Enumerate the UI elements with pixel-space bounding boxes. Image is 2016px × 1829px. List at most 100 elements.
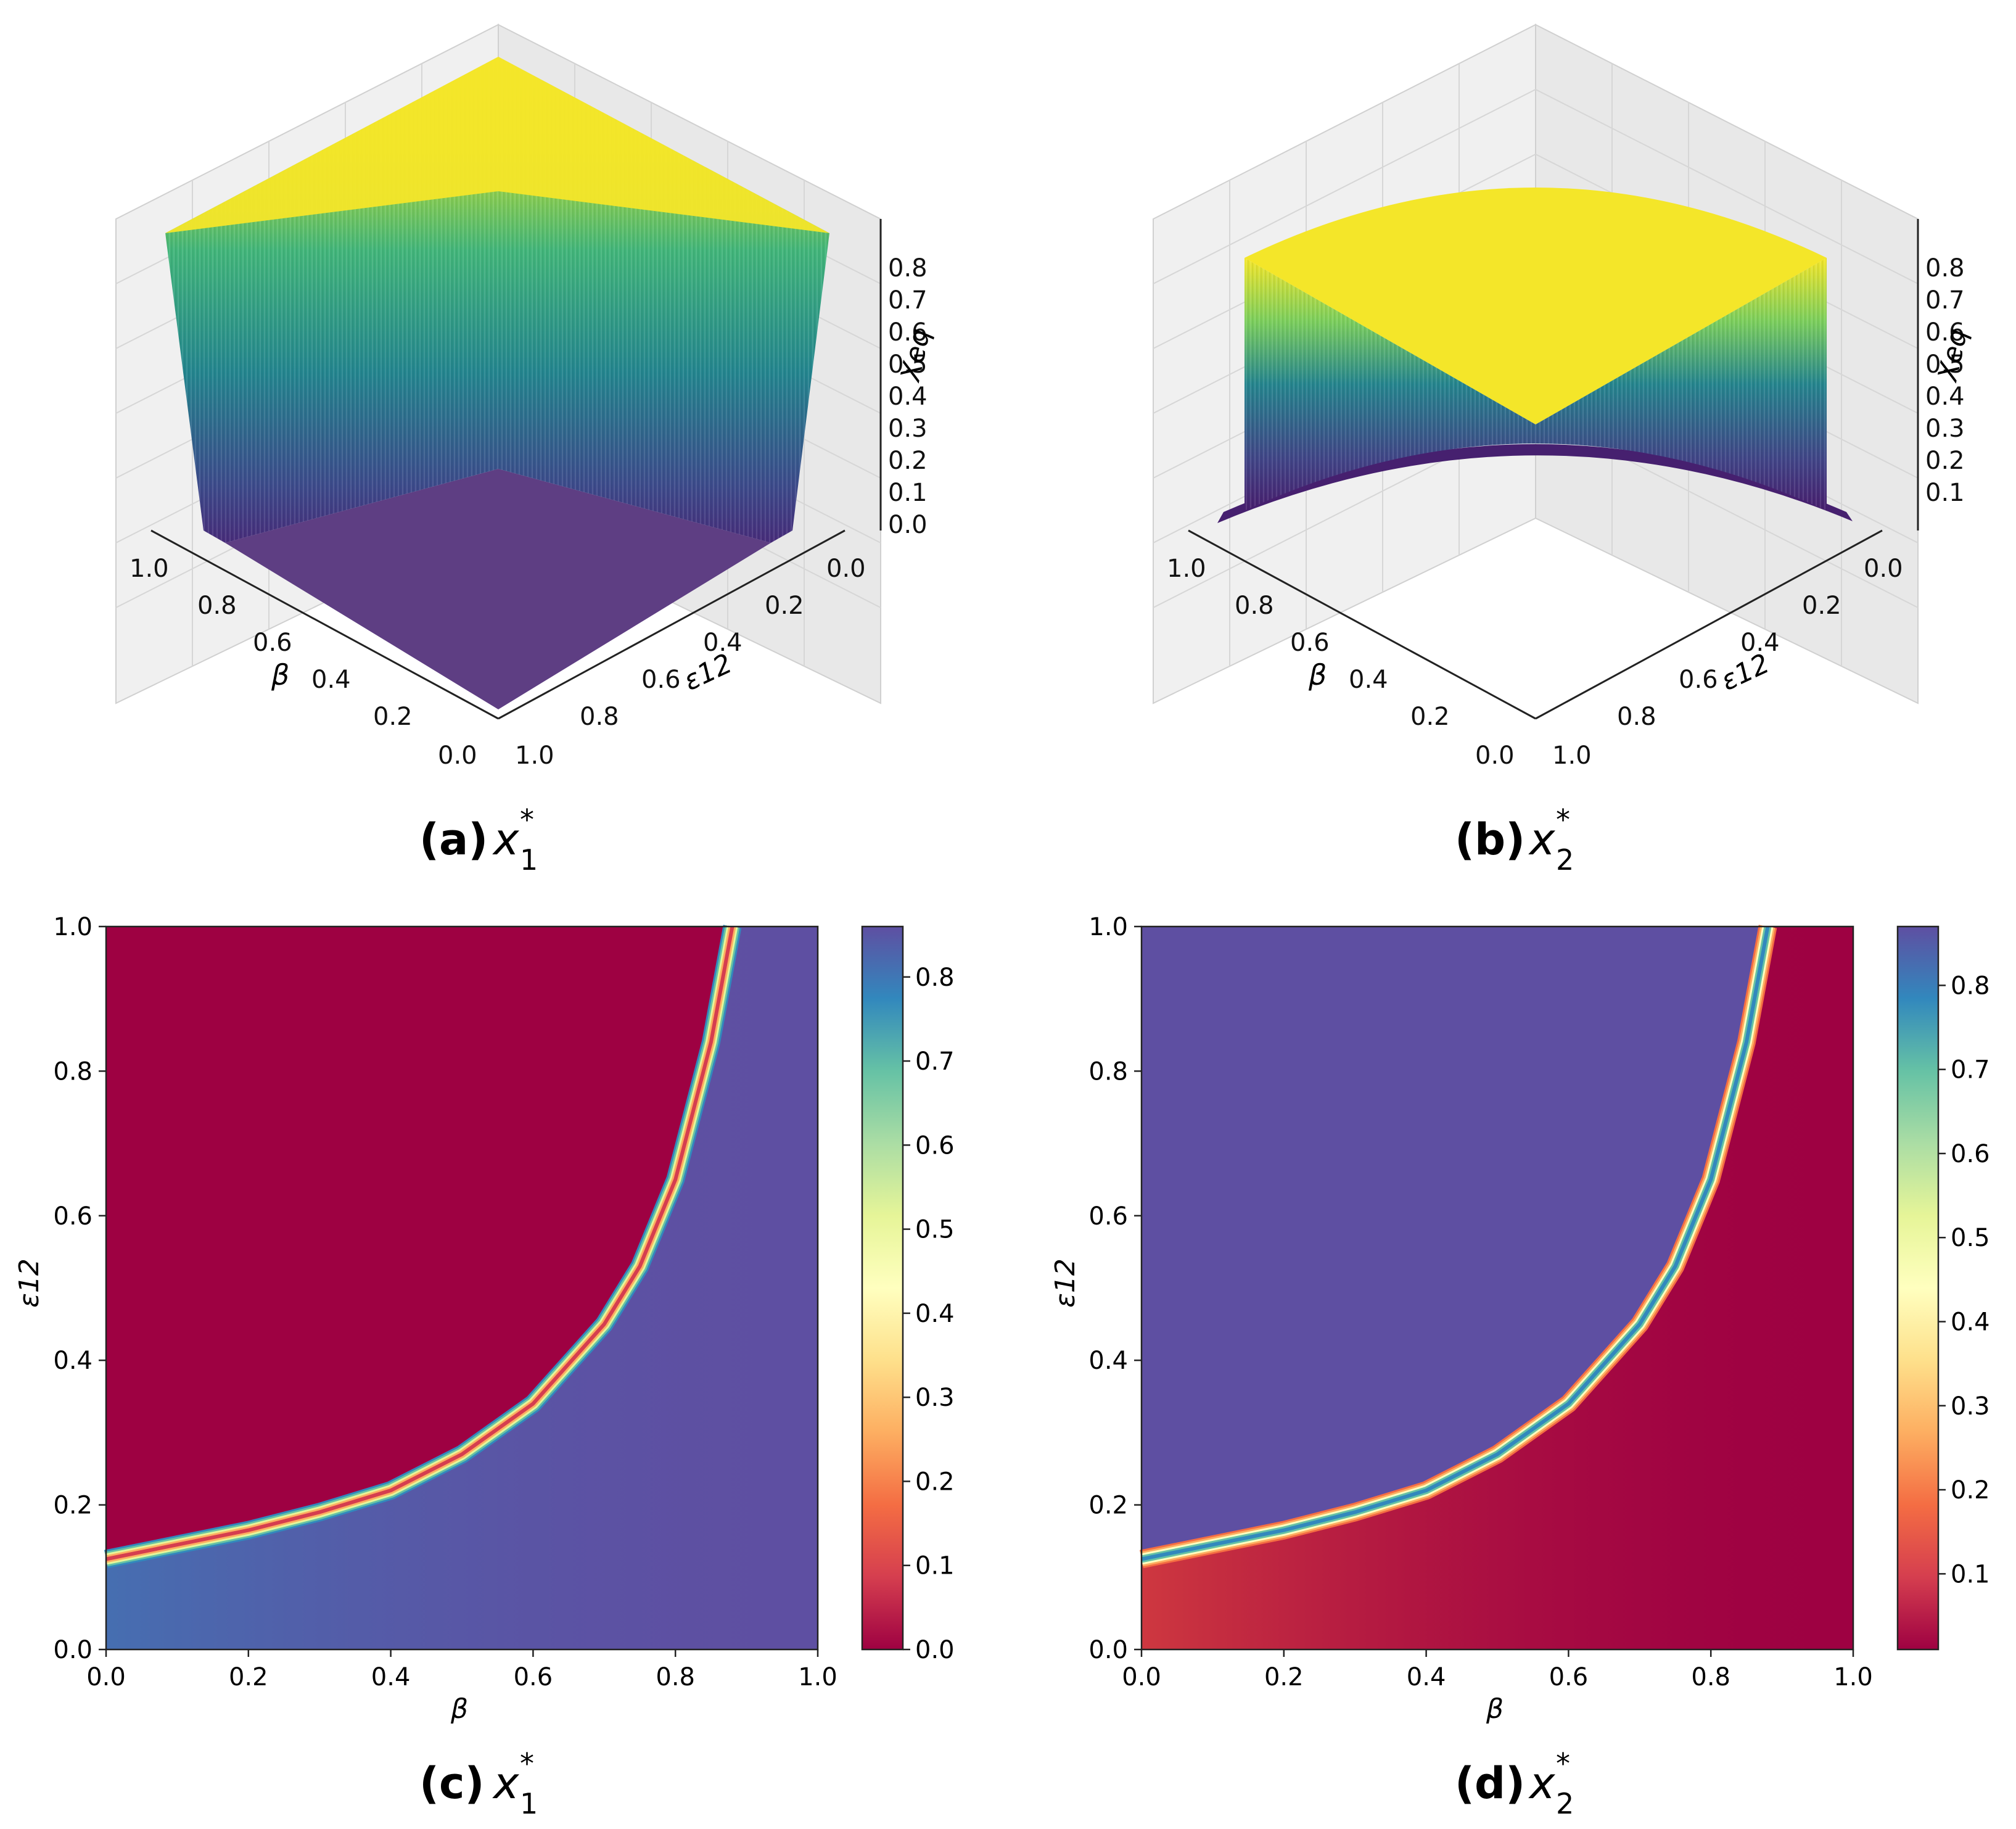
caption-symbol-d: x [1528, 1758, 1555, 1809]
x-tick-label: 0.8 [197, 592, 237, 620]
colorbar-ticks-c: 0.0 0.1 0.2 0.3 0.4 0.5 0.6 0.7 0.8 [903, 964, 955, 1664]
axes-c: 0.0 0.2 0.4 0.6 0.8 1.0 0.0 0.2 0.4 0.6 0.8 1.0 [53, 913, 837, 1691]
caption-label-b: (b) [1455, 814, 1525, 865]
x-tick-label: 0.8 [656, 1663, 695, 1691]
surface-plot-x1: 0.8 0.7 0.6 0.5 0.4 0.3 0.2 0.1 0.0 Xeq … [115, 23, 936, 877]
x-tick-label: 0.6 [1549, 1663, 1589, 1691]
z-tick-label: 0.6 [888, 318, 928, 347]
colorbar-tick-label: 0.0 [915, 1636, 955, 1664]
y-tick-label: 0.8 [1617, 703, 1656, 731]
region-above-curve [106, 927, 733, 1559]
caption-sup-b: * [1556, 803, 1570, 836]
z-tick-label: 0.2 [888, 447, 928, 475]
z-tick-label: 0.4 [1925, 382, 1965, 411]
caption-symbol-a: x [492, 814, 519, 865]
panel-c: 0.0 0.2 0.4 0.6 0.8 1.0 0.0 0.2 0.4 0.6 0.8 1.0 β ε… [0, 894, 1008, 1827]
x-tick-label: 1.0 [1833, 1663, 1873, 1691]
z-tick-label: 0.8 [1925, 254, 1965, 283]
z-tick-label: 0.3 [1925, 415, 1965, 443]
y-tick-label: 0.6 [1679, 666, 1718, 694]
caption-symbol-c: x [492, 1758, 519, 1809]
caption-d: (d) x 2 * [1455, 1747, 1574, 1820]
colorbar-tick-label: 0.5 [1951, 1224, 1990, 1252]
panel-d: 0.0 0.2 0.4 0.6 0.8 1.0 0.0 0.2 0.4 0.6 0.8 1.0 β ε… [1008, 894, 2016, 1827]
caption-sub-c: 1 [520, 1787, 538, 1820]
z-tick-label: 0.2 [1925, 447, 1965, 475]
heatmap-x2: 0.0 0.2 0.4 0.6 0.8 1.0 0.0 0.2 0.4 0.6 0.8 1.0 β ε… [1050, 913, 1990, 1820]
heatmap-area-d [1140, 925, 1853, 1649]
z-tick-label: 0.8 [888, 254, 928, 283]
y-axis-label-d: ε12 [1050, 1258, 1081, 1308]
x-tick-label: 0.2 [229, 1663, 268, 1691]
y-tick-label: 0.0 [1088, 1636, 1128, 1664]
caption-label-a: (a) [419, 814, 488, 865]
x-tick-label: 0.0 [1475, 741, 1515, 770]
z-tick-label: 0.7 [888, 286, 928, 315]
colorbar-tick-label: 0.8 [915, 964, 955, 992]
colorbar-tick-label: 0.6 [1951, 1140, 1990, 1168]
surface-plot-x2: 0.8 0.7 0.6 0.5 0.4 0.3 0.2 0.1 Xeq 1.0 … [1153, 23, 1973, 877]
colorbar-c [861, 925, 904, 1651]
y-tick-label: 1.0 [515, 741, 554, 770]
boundary-band [1141, 926, 1770, 1561]
y-tick-label: 0.0 [53, 1636, 93, 1664]
high-plateau-b [1245, 188, 1827, 424]
y-axis-label-c: ε12 [14, 1258, 45, 1308]
y-axis-ticks-b: 0.0 0.2 0.4 0.6 0.8 1.0 [1552, 555, 1903, 770]
y-tick-label: 0.0 [826, 555, 866, 583]
caption-sub-d: 2 [1556, 1787, 1574, 1820]
x-axis-label-d: β [1486, 1693, 1504, 1725]
z-tick-label: 0.1 [888, 479, 928, 507]
colorbar-tick-label: 0.1 [1951, 1560, 1990, 1588]
heatmap-area-c [104, 925, 818, 1649]
z-tick-label: 0.7 [1925, 286, 1965, 315]
colorbar-tick-label: 0.4 [915, 1300, 955, 1328]
caption-sub-b: 2 [1556, 843, 1574, 877]
x-tick-label: 0.4 [371, 1663, 411, 1691]
colorbar-tick-label: 0.6 [915, 1131, 955, 1160]
x-tick-label: 0.0 [438, 741, 477, 770]
z-tick-label: 0.3 [888, 415, 928, 443]
z-tick-label: 0.5 [1925, 350, 1965, 379]
y-tick-label: 1.0 [53, 913, 93, 941]
x-tick-label: 1.0 [130, 555, 169, 583]
z-tick-label: 0.5 [888, 350, 928, 379]
y-tick-label: 0.6 [1088, 1202, 1128, 1231]
caption-label-d: (d) [1455, 1758, 1525, 1809]
y-tick-label: 0.2 [765, 592, 804, 620]
y-tick-label: 0.0 [1864, 555, 1903, 583]
x-tick-label: 0.6 [253, 629, 292, 657]
x-tick-label: 0.6 [514, 1663, 553, 1691]
colorbar-tick-label: 0.8 [1951, 972, 1990, 1000]
colorbar-tick-label: 0.7 [915, 1047, 955, 1076]
x-tick-label: 0.8 [1235, 592, 1274, 620]
caption-symbol-b: x [1528, 814, 1555, 865]
caption-sup-d: * [1556, 1747, 1570, 1780]
high-plateau-a [165, 57, 829, 233]
z-tick-label: 0.4 [888, 382, 928, 411]
caption-sup-a: * [520, 803, 534, 836]
colorbar-tick-label: 0.4 [1951, 1308, 1990, 1337]
x-tick-label: 0.8 [1691, 1663, 1730, 1691]
x-tick-label: 0.4 [1349, 666, 1388, 694]
y-axis-ticks-a: 0.0 0.2 0.4 0.6 0.8 1.0 [515, 555, 866, 770]
plot-frame [105, 925, 819, 1651]
y-tick-label: 0.8 [53, 1057, 93, 1086]
y-tick-label: 1.0 [1552, 741, 1592, 770]
y-tick-label: 1.0 [1088, 913, 1128, 941]
colorbar-tick-label: 0.2 [915, 1468, 955, 1496]
caption-a: (a) x 1 * [419, 803, 538, 877]
x-tick-label: 0.0 [1122, 1663, 1161, 1691]
panel-b: 0.8 0.7 0.6 0.5 0.4 0.3 0.2 0.1 Xeq 1.0 … [1008, 0, 2016, 894]
x-tick-label: 0.0 [86, 1663, 126, 1691]
low-plateau-a [225, 469, 771, 709]
axes-d: 0.0 0.2 0.4 0.6 0.8 1.0 0.0 0.2 0.4 0.6 0.8 1.0 [1088, 913, 1872, 1691]
y-tick-label: 0.2 [53, 1492, 93, 1520]
x-tick-label: 1.0 [798, 1663, 837, 1691]
x-tick-label: 0.2 [1410, 703, 1450, 731]
colorbar-tick-label: 0.3 [1951, 1392, 1990, 1421]
colorbar-tick-label: 0.2 [1951, 1476, 1990, 1505]
x-tick-label: 0.6 [1290, 629, 1330, 657]
y-tick-label: 0.2 [1802, 592, 1841, 620]
y-tick-label: 0.6 [641, 666, 681, 694]
